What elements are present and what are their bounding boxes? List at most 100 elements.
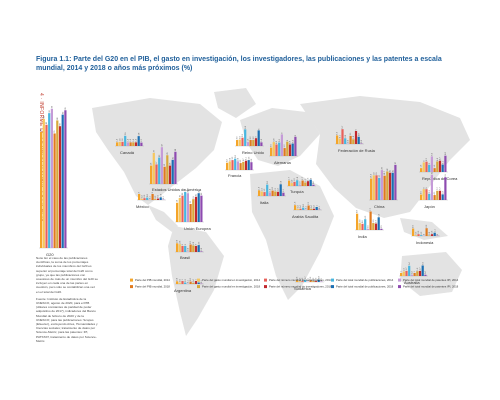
bar [280,134,283,156]
bar [418,270,422,276]
bar-value-label: 2 [152,191,154,193]
bar-value-label: 3.2 [242,133,244,137]
bar [200,251,203,252]
bar-value-label: 0.2 [187,247,189,251]
bar [166,155,169,184]
bar [416,271,419,276]
bar-value-label: 16.5 [371,173,373,178]
bar-value-label: 22 [387,168,389,171]
bar-value-label: 21 [431,171,433,174]
bar [176,202,179,222]
bar-value-label: 0.3 [155,195,157,199]
bar-value-label: 7.7 [370,207,372,211]
bar [168,165,172,184]
bar [163,166,166,184]
bar-value-label: 0.5 [179,278,181,282]
bar [302,207,305,210]
country-label: Turquía [290,189,304,194]
country-label: India [358,234,367,239]
bar [288,144,292,156]
bar-value-label: 1.9 [259,186,261,190]
bar [301,180,304,186]
bar [369,211,372,230]
bar-value-label: 1.6 [421,164,423,168]
bar-value-label: 0.7 [305,276,307,280]
bar-value-label: 0.3 [302,277,304,281]
bar [425,161,428,172]
bar-value-label: 2 [182,243,184,245]
bar-value-label: 3.1 [350,132,352,136]
bar [244,160,248,170]
bar-value-label: 3.8 [267,180,269,184]
bar [263,192,266,196]
map-asia [300,96,470,218]
bar [417,234,420,236]
bar [176,281,179,284]
bar [372,175,375,200]
bar-value-label: 2.8 [358,132,360,136]
bar [234,158,237,170]
bar [151,194,154,200]
bar-value-label: 89 [43,115,45,118]
bar-value-label: 1.1 [283,188,285,192]
bar-value-label: 4.5 [365,215,367,219]
bar-value-label: 1.7 [420,267,422,271]
world-map [92,88,470,336]
bar-value-label: 5 [356,128,358,130]
bar [137,136,140,146]
bar-value-label: 19 [193,195,195,198]
bar [420,194,423,200]
bar-value-label: 21 [172,156,174,159]
bar-value-label: 0.5 [367,225,369,229]
bar [236,161,239,170]
bar-value-label: 2.9 [237,157,239,161]
bar [370,178,373,200]
bar-value-label: 22 [201,192,203,195]
bar-value-label: 92 [62,111,64,114]
bar-value-label: 0.1 [187,279,189,283]
country-label: Canadá [120,150,135,155]
bar [45,124,48,248]
bar [408,265,411,276]
bar-value-label: 5.2 [292,139,294,143]
bar-value-label: 0.6 [418,230,420,234]
bar [178,244,181,252]
bar [266,184,269,196]
bar [294,136,297,156]
bar [391,172,394,200]
bar-value-label: 6 [258,128,260,130]
bar-value-label: 1.4 [136,138,138,142]
bar-value-label: 0.1 [321,277,323,281]
bar-value-label: 0.3 [421,231,423,235]
bar-value-label: 2.6 [362,219,364,223]
bar [257,130,260,146]
bar-value-label: 2 [185,243,187,245]
bar-value-label: 0.8 [147,193,149,197]
bar [377,217,380,230]
bar [378,177,381,200]
bar-value-label: 5.3 [429,189,431,193]
bar [194,281,198,284]
bar [438,160,442,172]
bar-value-label: 1.6 [122,138,124,142]
bar [433,232,436,236]
bar-value-label: 85 [46,121,48,124]
bar [249,140,252,146]
bar-value-label: 32 [161,143,163,146]
bar [56,120,59,248]
bar-value-label: 4.3 [426,157,428,161]
bar-value-label: 6.5 [431,152,433,156]
bar-value-label: 4.7 [442,190,444,194]
bar-value-label: 1.4 [117,138,119,142]
map-southeast-asia [400,218,448,240]
bar-value-label: 21 [392,169,394,172]
bar-value-label: 2.5 [413,224,415,228]
bar-value-label: 2.5 [239,135,241,139]
bar [186,251,189,252]
bar [174,151,177,184]
